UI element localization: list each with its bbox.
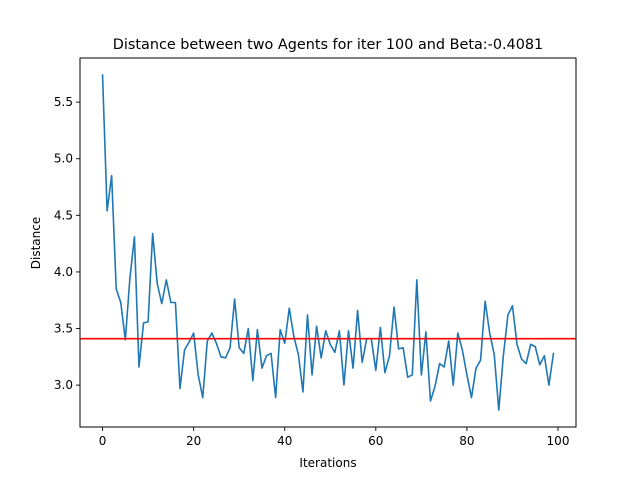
y-axis-label: Distance — [29, 217, 43, 269]
x-tick-label: 0 — [99, 434, 107, 448]
y-tick-label: 3.0 — [54, 378, 73, 392]
y-tick-label: 5.0 — [54, 152, 73, 166]
y-tick-label: 4.5 — [54, 208, 73, 222]
chart-title: Distance between two Agents for iter 100… — [113, 37, 543, 53]
y-tick-label: 5.5 — [54, 95, 73, 109]
x-axis-ticks: 0 20 40 60 80 100 — [99, 427, 570, 448]
x-tick-label: 100 — [547, 434, 570, 448]
x-tick-label: 20 — [186, 434, 201, 448]
series-layer — [101, 74, 555, 411]
y-tick-label: 3.5 — [54, 322, 73, 336]
y-axis-ticks: 3.0 3.5 4.0 4.5 5.0 5.5 — [54, 95, 80, 392]
x-tick-label: 80 — [459, 434, 474, 448]
plot-frame — [79, 57, 577, 428]
plot-area — [80, 58, 576, 427]
series-line-0 — [101, 74, 555, 411]
x-axis-label: Iterations — [299, 456, 356, 470]
x-tick-label: 40 — [277, 434, 292, 448]
y-tick-label: 4.0 — [54, 265, 73, 279]
x-tick-label: 60 — [368, 434, 383, 448]
